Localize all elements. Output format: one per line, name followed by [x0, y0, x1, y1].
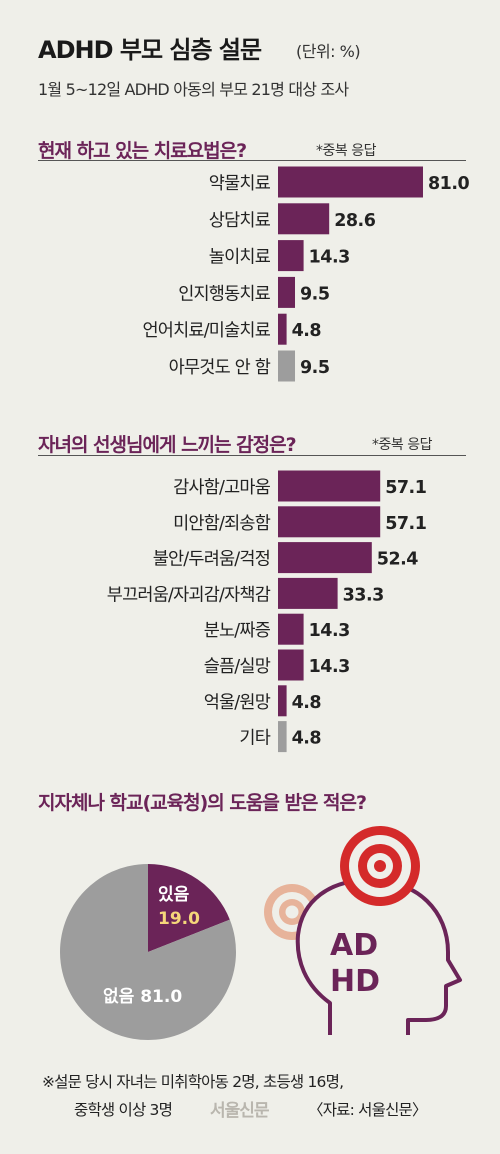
bar — [278, 506, 381, 538]
bar-category-label: 분노/짜증 — [204, 621, 271, 641]
bar — [278, 685, 287, 717]
footnote-line2: 중학생 이상 3명 — [74, 1101, 173, 1119]
bar-value-label: 14.3 — [309, 657, 350, 677]
bar-category-label: 언어치료/미술치료 — [143, 321, 271, 341]
page-title: ADHD 부모 심층 설문 — [38, 36, 262, 64]
bar-value-label: 4.8 — [292, 729, 322, 749]
chart1-bars: 약물치료 81.0 상담치료 28.6 놀이치료 14.3 인지행동치료 9.5 언어치료/미술… — [143, 166, 470, 382]
bar-category-label: 슬픔/실망 — [204, 657, 271, 677]
bar-value-label: 28.6 — [334, 211, 376, 231]
chart1-divider — [38, 160, 466, 161]
bar — [278, 542, 372, 574]
bar-category-label: 미안함/죄송함 — [173, 514, 271, 534]
bar — [278, 350, 296, 382]
small-target-icon — [264, 884, 320, 940]
chart3-title: 지자체나 학교(교육청)의 도움을 받은 적은? — [38, 792, 367, 814]
page-subtitle: 1월 5~12일 ADHD 아동의 부모 21명 대상 조사 — [38, 80, 349, 99]
chart1-note: *중복 응답 — [316, 143, 376, 159]
bar — [278, 470, 381, 502]
bar-category-label: 불안/두려움/걱정 — [153, 550, 270, 570]
bar-value-label: 4.8 — [292, 693, 322, 713]
publisher-logo: 서울신문 — [210, 1101, 270, 1121]
bar-value-label: 9.5 — [300, 358, 330, 378]
bar — [278, 613, 304, 645]
chart2-bars: 감사함/고마움 57.1 미안함/죄송함 57.1 불안/두려움/걱정 52.4 부끄러움/… — [107, 470, 427, 753]
source-label: 〈자료: 서울신문〉 — [308, 1101, 428, 1119]
bar-value-label: 57.1 — [385, 478, 426, 498]
bar — [278, 313, 287, 345]
bar-value-label: 14.3 — [309, 621, 350, 641]
adhd-illustration: AD HD — [264, 826, 462, 1035]
bar-category-label: 아무것도 안 함 — [169, 358, 271, 378]
bar-category-label: 기타 — [239, 729, 270, 749]
bar-value-label: 9.5 — [300, 284, 330, 304]
target-icon — [340, 826, 420, 906]
bar-category-label: 약물치료 — [209, 174, 271, 194]
bar — [278, 649, 304, 681]
pie-chart: 있음 19.0 없음 81.0 — [59, 864, 236, 1041]
bar-category-label: 상담치료 — [209, 211, 271, 231]
bar — [278, 721, 287, 753]
bar — [278, 166, 423, 198]
pie-slice — [59, 864, 236, 1041]
bar-category-label: 인지행동치료 — [178, 284, 270, 304]
bar — [278, 276, 296, 308]
pie-label-name: 있음 — [158, 885, 190, 905]
bar-category-label: 부끄러움/자괴감/자책감 — [107, 585, 271, 605]
bar-category-label: 억울/원망 — [204, 693, 271, 713]
bar — [278, 577, 338, 609]
chart1-title: 현재 하고 있는 치료요법은? — [38, 140, 247, 162]
unit-label: (단위: %) — [296, 42, 361, 61]
bar — [278, 240, 304, 272]
pie-label: 없음 81.0 — [103, 987, 182, 1007]
bar-value-label: 57.1 — [385, 514, 426, 534]
bar-value-label: 52.4 — [377, 550, 419, 570]
chart2-title: 자녀의 선생님에게 느끼는 감정은? — [38, 434, 297, 456]
head-text-hd: HD — [330, 964, 380, 999]
pie-slice — [148, 864, 230, 952]
chart2-note: *중복 응답 — [372, 437, 432, 453]
chart2-divider — [38, 455, 466, 456]
bar — [278, 203, 330, 235]
bar-value-label: 81.0 — [428, 174, 470, 194]
bar-value-label: 14.3 — [309, 248, 350, 268]
head-text-ad: AD — [330, 928, 378, 963]
bar-category-label: 놀이치료 — [209, 248, 271, 268]
footnote-line1: ※설문 당시 자녀는 미취학아동 2명, 초등생 16명, — [42, 1073, 344, 1091]
bar-value-label: 33.3 — [343, 585, 384, 605]
bar-value-label: 4.8 — [292, 321, 322, 341]
pie-label-value: 19.0 — [158, 909, 200, 929]
bar-category-label: 감사함/고마움 — [173, 478, 271, 498]
